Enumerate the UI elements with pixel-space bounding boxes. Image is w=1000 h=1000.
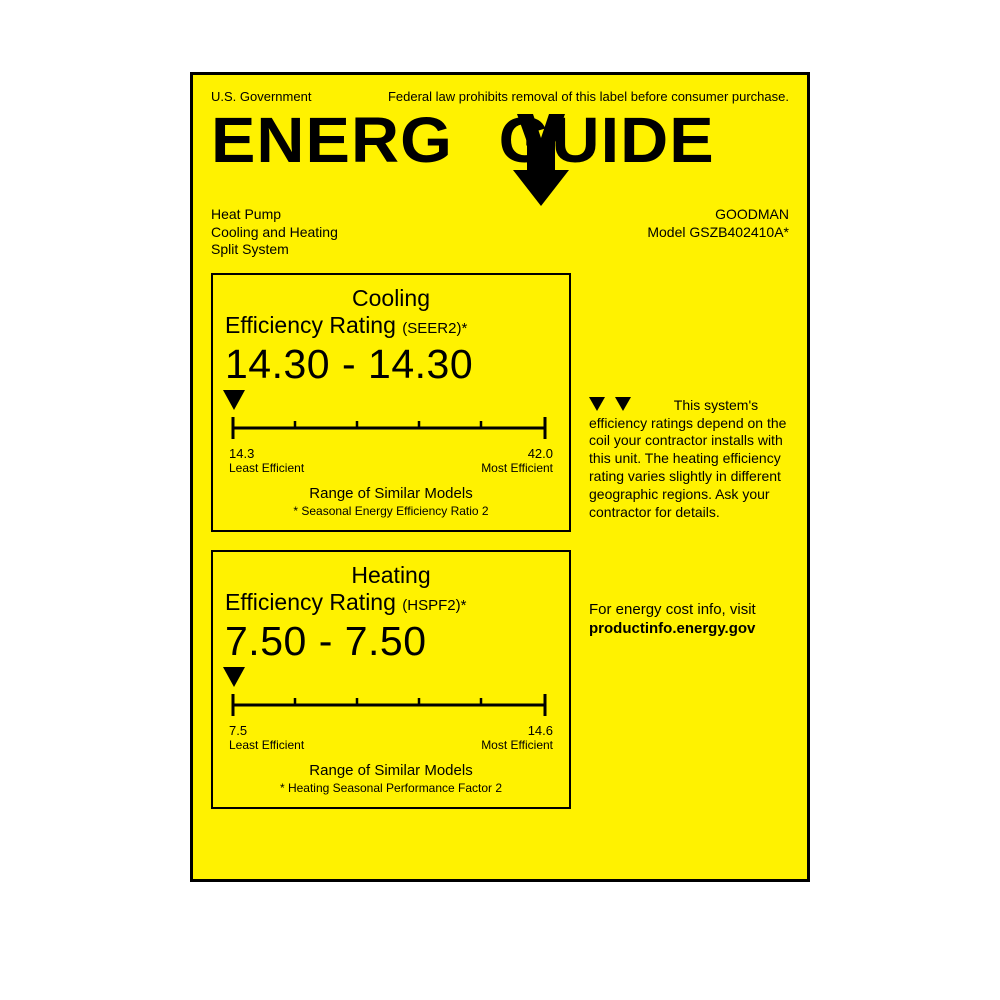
- heating-range: 7.50 - 7.50: [225, 618, 557, 665]
- heating-max: 14.6: [528, 723, 553, 738]
- cooling-foot1: Range of Similar Models: [225, 485, 557, 502]
- footer-info: For energy cost info, visit productinfo.…: [589, 600, 789, 638]
- marker-pair-icon: [589, 397, 631, 411]
- law-text: Federal law prohibits removal of this la…: [388, 89, 789, 104]
- gov-text: U.S. Government: [211, 89, 311, 104]
- heating-min-label: Least Efficient: [229, 738, 304, 752]
- side-note-text: This system's efficiency ratings depend …: [589, 397, 786, 521]
- footer-line1: For energy cost info, visit: [589, 600, 789, 619]
- product-line3: Split System: [211, 241, 338, 259]
- cooling-foot2: * Seasonal Energy Efficiency Ratio 2: [225, 504, 557, 518]
- cooling-min: 14.3: [229, 446, 254, 461]
- heating-box: Heating Efficiency Rating (HSPF2)* 7.50 …: [211, 550, 571, 809]
- heating-title1: Heating: [225, 562, 557, 589]
- brand: GOODMAN: [647, 206, 789, 224]
- footer-url: productinfo.energy.gov: [589, 619, 789, 638]
- cooling-max: 42.0: [528, 446, 553, 461]
- energy-guide-label: U.S. Government Federal law prohibits re…: [190, 72, 810, 882]
- cooling-box: Cooling Efficiency Rating (SEER2)* 14.30…: [211, 273, 571, 532]
- model: Model GSZB402410A*: [647, 224, 789, 242]
- heating-foot2: * Heating Seasonal Performance Factor 2: [225, 781, 557, 795]
- heating-scale: [229, 694, 549, 716]
- heating-marker-icon: [223, 667, 245, 687]
- product-id: GOODMAN Model GSZB402410A*: [647, 206, 789, 259]
- product-desc: Heat Pump Cooling and Heating Split Syst…: [211, 206, 338, 259]
- product-line1: Heat Pump: [211, 206, 338, 224]
- cooling-title1: Cooling: [225, 285, 557, 312]
- cooling-min-label: Least Efficient: [229, 461, 304, 475]
- cooling-scale: [229, 417, 549, 439]
- heating-max-label: Most Efficient: [481, 738, 553, 752]
- logo-arrow-icon: [513, 114, 569, 206]
- logo-left: ENERG: [211, 104, 453, 176]
- cooling-range: 14.30 - 14.30: [225, 341, 557, 388]
- cooling-title2: Efficiency Rating (SEER2)*: [225, 312, 557, 339]
- heating-foot1: Range of Similar Models: [225, 762, 557, 779]
- energyguide-logo: ENERGGUIDE: [211, 108, 789, 204]
- product-line2: Cooling and Heating: [211, 224, 338, 242]
- side-note: This system's efficiency ratings depend …: [589, 397, 789, 522]
- heating-min: 7.5: [229, 723, 247, 738]
- cooling-max-label: Most Efficient: [481, 461, 553, 475]
- cooling-marker-icon: [223, 390, 245, 410]
- heating-title2: Efficiency Rating (HSPF2)*: [225, 589, 557, 616]
